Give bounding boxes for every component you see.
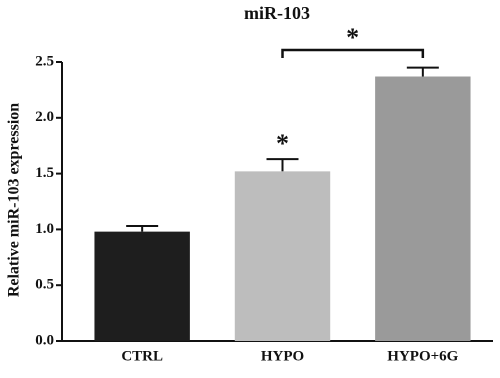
y-tick-label: 1.0 (35, 221, 54, 237)
x-tick-label: CTRL (121, 348, 163, 364)
significance-star: * (276, 129, 289, 158)
y-tick-label: 0.5 (35, 277, 54, 293)
x-tick-label: HYPO+6G (387, 348, 458, 364)
y-tick-label: 1.5 (35, 165, 54, 181)
y-tick-label: 0.0 (35, 332, 54, 348)
chart-title: miR-103 (244, 3, 310, 23)
y-tick-label: 2.5 (35, 53, 54, 69)
bar (375, 76, 471, 342)
significance-star: * (346, 23, 359, 52)
bar (234, 171, 331, 341)
bar (94, 231, 190, 341)
significance-bracket (281, 48, 425, 58)
y-tick-label: 2.0 (35, 109, 54, 125)
y-axis-label: Relative miR-103 expression (6, 103, 23, 297)
x-tick-label: HYPO (261, 348, 304, 364)
